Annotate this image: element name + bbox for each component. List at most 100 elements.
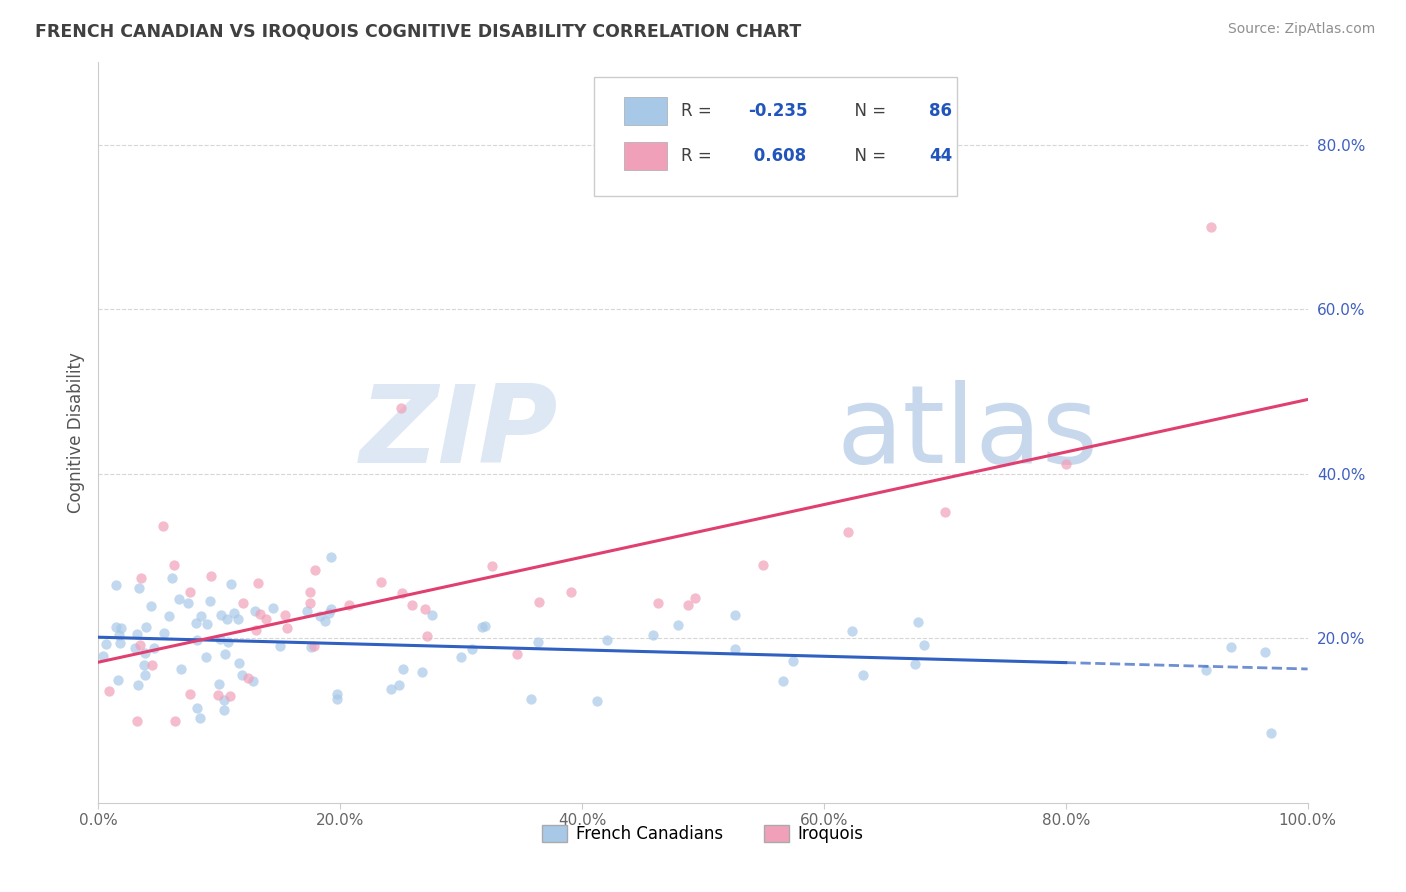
Point (108, 628, 131, 642)
Point (228, 612, 250, 626)
Point (297, 604, 319, 618)
Text: 44: 44 (929, 146, 952, 165)
Point (179, 687, 201, 701)
Point (93, 649, 115, 664)
Point (132, 657, 155, 672)
Point (224, 606, 246, 620)
FancyBboxPatch shape (595, 78, 957, 195)
Point (176, 596, 198, 610)
Legend: French Canadians, Iroquois: French Canadians, Iroquois (536, 819, 870, 850)
Point (304, 563, 326, 577)
Text: FRENCH CANADIAN VS IROQUOIS COGNITIVE DISABILITY CORRELATION CHART: FRENCH CANADIAN VS IROQUOIS COGNITIVE DI… (35, 22, 801, 40)
Point (321, 602, 343, 616)
Text: -0.235: -0.235 (748, 103, 807, 120)
Point (389, 401, 412, 415)
Point (481, 559, 503, 574)
Point (934, 505, 956, 519)
Point (647, 596, 669, 610)
Point (243, 604, 266, 618)
Point (391, 662, 413, 676)
Point (388, 678, 411, 692)
Point (219, 577, 242, 591)
Point (124, 640, 146, 655)
Point (1219, 640, 1241, 655)
Point (276, 621, 298, 635)
Point (242, 673, 264, 688)
Point (837, 525, 859, 540)
Point (217, 635, 239, 649)
Point (195, 616, 218, 631)
Text: 0.608: 0.608 (748, 146, 806, 165)
Point (152, 518, 174, 533)
Text: Source: ZipAtlas.com: Source: ZipAtlas.com (1227, 22, 1375, 37)
Point (841, 624, 863, 638)
Point (249, 607, 271, 621)
Point (370, 574, 392, 589)
Point (110, 636, 132, 650)
Point (337, 599, 360, 613)
Point (208, 677, 231, 691)
Point (595, 633, 617, 648)
Point (772, 674, 794, 689)
Point (231, 668, 253, 682)
Point (104, 620, 127, 634)
Point (186, 701, 208, 715)
Text: R =: R = (682, 103, 717, 120)
Point (527, 635, 550, 649)
Point (1199, 219, 1222, 234)
FancyBboxPatch shape (624, 142, 666, 169)
Point (228, 656, 250, 670)
Point (1260, 725, 1282, 739)
Point (450, 649, 472, 664)
Point (143, 640, 166, 655)
Point (782, 654, 804, 668)
Point (141, 657, 163, 672)
Y-axis label: Cognitive Disability: Cognitive Disability (66, 352, 84, 513)
Point (236, 672, 259, 686)
Point (326, 692, 349, 706)
Point (527, 594, 550, 608)
Point (319, 549, 342, 564)
Point (683, 591, 706, 605)
Point (157, 609, 180, 624)
Point (214, 647, 236, 661)
Point (586, 694, 609, 708)
Point (190, 609, 212, 624)
Point (208, 632, 231, 646)
Point (162, 558, 184, 572)
Point (401, 598, 423, 612)
Point (471, 620, 494, 634)
Point (666, 618, 689, 632)
Point (207, 689, 229, 703)
Point (179, 585, 201, 599)
Point (127, 678, 149, 692)
Point (218, 689, 240, 703)
Text: 86: 86 (929, 103, 952, 120)
Point (128, 581, 150, 595)
Point (127, 714, 149, 728)
Text: N =: N = (845, 103, 891, 120)
Point (129, 638, 152, 652)
Point (153, 626, 176, 640)
Point (262, 601, 284, 615)
Point (1054, 457, 1077, 471)
Point (107, 673, 129, 688)
Point (309, 608, 332, 623)
Point (380, 681, 402, 696)
Point (209, 608, 232, 623)
Point (96, 637, 118, 651)
Point (411, 665, 433, 680)
Point (506, 647, 529, 661)
Point (160, 571, 183, 585)
Point (245, 624, 267, 638)
Point (474, 619, 496, 633)
Point (98, 684, 121, 698)
Point (129, 570, 152, 584)
Point (269, 639, 291, 653)
Point (724, 641, 747, 656)
FancyBboxPatch shape (624, 97, 666, 126)
Point (135, 620, 157, 634)
Point (912, 638, 935, 652)
Point (125, 626, 148, 640)
Point (520, 691, 543, 706)
